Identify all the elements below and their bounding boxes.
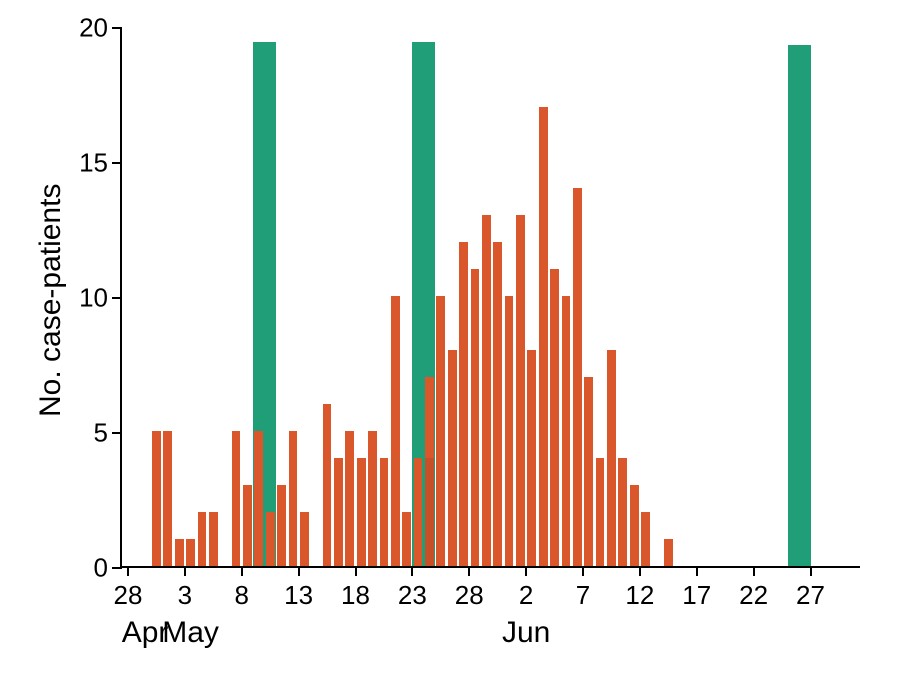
case-bar: [357, 458, 366, 566]
interval-bar: [788, 45, 811, 566]
x-tick-label: 13: [284, 566, 313, 611]
case-bar: [584, 377, 593, 566]
case-bar: [345, 431, 354, 566]
case-bar: [368, 431, 377, 566]
x-tick-label: 17: [682, 566, 711, 611]
case-bar: [380, 458, 389, 566]
case-bar: [550, 269, 559, 566]
case-bar: [573, 188, 582, 566]
x-tick-label: 28: [455, 566, 484, 611]
case-bar: [436, 296, 445, 566]
case-bar: [664, 539, 673, 566]
case-bar: [186, 539, 195, 566]
case-bar-overlay: [425, 458, 434, 566]
case-bar: [277, 485, 286, 566]
case-bar: [266, 512, 275, 566]
case-bar: [163, 431, 172, 566]
case-bar: [539, 107, 548, 566]
x-tick-label: 12: [625, 566, 654, 611]
x-tick-label: 7: [576, 566, 590, 611]
x-tick-label: 27: [796, 566, 825, 611]
plot-area: 051015202838131823282712172227AprMayJun: [120, 28, 860, 568]
x-month-label: Jun: [502, 616, 550, 650]
case-bar: [175, 539, 184, 566]
case-bar: [414, 458, 423, 566]
case-bar: [630, 485, 639, 566]
x-tick-label: 3: [178, 566, 192, 611]
case-bar: [254, 431, 263, 566]
x-tick-label: 18: [341, 566, 370, 611]
x-month-label: May: [162, 616, 219, 650]
case-bar: [482, 215, 491, 566]
case-bar: [618, 458, 627, 566]
case-bar: [289, 431, 298, 566]
y-tick-label: 15: [79, 148, 122, 179]
case-bar: [641, 512, 650, 566]
case-bar: [596, 458, 605, 566]
x-tick-label: 28: [114, 566, 143, 611]
case-bar: [562, 296, 571, 566]
case-bar: [323, 404, 332, 566]
case-bar: [300, 512, 309, 566]
case-bar: [459, 242, 468, 566]
case-bar: [209, 512, 218, 566]
case-bar: [527, 350, 536, 566]
case-bar: [402, 512, 411, 566]
y-axis-title: No. case-patients: [34, 183, 68, 416]
x-tick-label: 23: [398, 566, 427, 611]
case-bar: [607, 350, 616, 566]
chart-container: 051015202838131823282712172227AprMayJun …: [0, 0, 900, 683]
y-tick-label: 20: [79, 13, 122, 44]
x-tick-label: 8: [235, 566, 249, 611]
case-bar: [152, 431, 161, 566]
y-tick-label: 5: [94, 418, 122, 449]
case-bar: [471, 269, 480, 566]
case-bar: [243, 485, 252, 566]
case-bar: [198, 512, 207, 566]
y-tick-label: 10: [79, 283, 122, 314]
x-tick-label: 22: [739, 566, 768, 611]
case-bar: [493, 242, 502, 566]
case-bar: [232, 431, 241, 566]
case-bar: [448, 350, 457, 566]
case-bar: [505, 296, 514, 566]
case-bar: [391, 296, 400, 566]
case-bar: [516, 215, 525, 566]
case-bar: [334, 458, 343, 566]
x-tick-label: 2: [519, 566, 533, 611]
